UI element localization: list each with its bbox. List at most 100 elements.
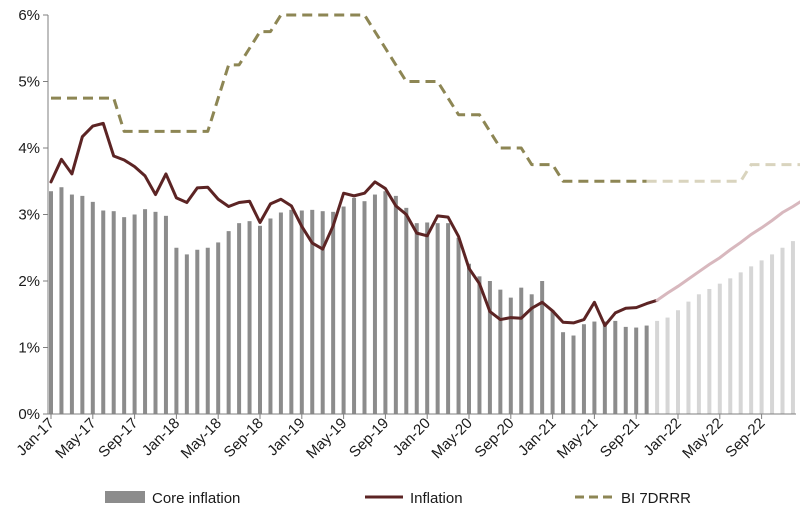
core-inflation-bar: [613, 320, 618, 414]
x-tick-label: May-21: [554, 415, 601, 462]
x-tick-label: Jan-19: [264, 415, 308, 459]
core-inflation-bar: [707, 288, 712, 414]
core-inflation-bar: [122, 217, 127, 414]
core-inflation-bar: [529, 294, 534, 414]
core-inflation-bar: [676, 310, 680, 414]
core-inflation-bar: [90, 201, 95, 414]
x-tick-label: Sep-19: [346, 415, 392, 461]
core-inflation-bar: [278, 212, 283, 414]
core-inflation-bar: [69, 194, 74, 414]
core-inflation-bar: [80, 195, 85, 414]
legend-item-inflation: Inflation: [365, 490, 463, 507]
bi-7drrr-forecast-line: [646, 163, 800, 183]
core-inflation-bar: [561, 332, 566, 414]
x-tick-label: Jan-21: [515, 415, 559, 459]
x-tick-label: Sep-22: [722, 415, 768, 461]
core-inflation-bar: [487, 281, 492, 414]
bi-7drrr-line: [51, 13, 647, 183]
core-inflation-bar: [498, 289, 503, 414]
core-inflation-bar: [49, 191, 53, 414]
y-tick-label: 5%: [18, 74, 40, 91]
x-tick-label: Sep-21: [597, 415, 643, 461]
core-inflation-bar: [634, 327, 639, 414]
core-inflation-bar: [435, 223, 440, 414]
core-inflation-bar: [320, 211, 325, 414]
core-inflation-bar: [759, 260, 764, 414]
core-inflation-bar: [59, 187, 64, 414]
core-inflation-bar: [550, 310, 555, 414]
legend-label-core-inflation: Core inflation: [152, 490, 240, 507]
y-tick-label: 0%: [18, 406, 40, 423]
core-inflation-bar: [195, 249, 200, 414]
core-inflation-bar: [205, 247, 210, 414]
x-tick-label: May-20: [428, 415, 475, 462]
core-inflation-bar: [101, 210, 106, 414]
core-inflation-bar: [477, 276, 482, 414]
core-inflation-bar: [352, 197, 357, 414]
legend-label-bi-7drrr: BI 7DRRR: [621, 490, 691, 507]
core-inflation-bar: [247, 221, 252, 414]
core-inflation-bar: [519, 287, 524, 414]
y-tick-label: 2%: [18, 273, 40, 290]
core-inflation-bars: [49, 187, 795, 415]
core-inflation-bar: [738, 272, 743, 414]
x-tick-label: Jan-20: [390, 415, 434, 459]
series-lines: [49, 13, 800, 328]
x-tick-label: Jan-22: [640, 415, 684, 459]
core-inflation-bar: [404, 207, 409, 414]
core-inflation-bar: [268, 218, 273, 414]
core-inflation-bar: [602, 321, 607, 414]
core-inflation-bar: [780, 247, 785, 414]
x-tick-label: Sep-18: [221, 415, 267, 461]
legend-item-bi-7drrr: BI 7DRRR: [575, 490, 691, 507]
core-inflation-bar: [446, 223, 451, 414]
x-tick-label: May-17: [52, 415, 99, 462]
core-inflation-bar: [592, 321, 597, 414]
core-inflation-bar: [132, 214, 137, 414]
axes: [47, 15, 796, 415]
core-inflation-bar: [540, 281, 545, 414]
x-tick-label: May-18: [178, 415, 225, 462]
core-inflation-bar: [581, 324, 586, 414]
x-tick-label: Sep-20: [471, 415, 517, 461]
core-inflation-bar: [226, 231, 231, 415]
core-inflation-bar: [665, 317, 670, 414]
core-inflation-bar: [111, 211, 116, 414]
x-tick-label: Jan-18: [139, 415, 183, 459]
core-inflation-bar: [728, 278, 733, 414]
legend: Core inflation Inflation BI 7DRRR: [105, 490, 691, 507]
core-inflation-bar: [174, 247, 179, 414]
legend-swatch-core-inflation: [105, 491, 145, 503]
core-inflation-bar: [153, 211, 158, 414]
core-inflation-bar: [310, 209, 315, 414]
core-inflation-bar: [717, 283, 722, 414]
inflation-forecast-line: [655, 200, 800, 302]
core-inflation-bar: [299, 210, 304, 414]
x-axis-ticks: Jan-17May-17Sep-17Jan-18May-18Sep-18Jan-…: [13, 414, 768, 462]
core-inflation-bar: [414, 223, 419, 414]
core-inflation-bar: [425, 222, 430, 414]
core-inflation-bar: [790, 241, 795, 414]
core-inflation-bar: [456, 237, 461, 414]
core-inflation-bar: [258, 225, 262, 414]
core-inflation-bar: [696, 294, 701, 414]
core-inflation-bar: [341, 206, 346, 414]
core-inflation-bar: [331, 211, 336, 414]
core-inflation-bar: [623, 326, 628, 414]
core-inflation-bar: [372, 194, 377, 414]
core-inflation-bar: [749, 266, 754, 414]
y-tick-label: 3%: [18, 207, 40, 224]
core-inflation-bar: [467, 263, 471, 414]
x-tick-label: May-22: [679, 415, 726, 462]
core-inflation-bar: [770, 254, 775, 414]
x-tick-label: Sep-17: [95, 415, 141, 461]
core-inflation-bar: [163, 215, 168, 414]
y-axis-ticks: 0% 1% 2% 3% 4% 5% 6%: [18, 7, 48, 423]
core-inflation-bar: [644, 325, 649, 414]
core-inflation-bar: [289, 209, 294, 414]
x-tick-label: May-19: [303, 415, 350, 462]
y-tick-label: 6%: [18, 7, 40, 24]
core-inflation-bar: [393, 195, 398, 414]
